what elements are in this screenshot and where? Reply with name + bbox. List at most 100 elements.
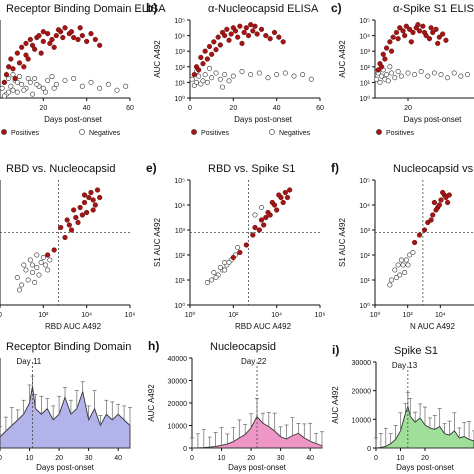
panel1-positive-point-18 bbox=[84, 38, 90, 45]
panel6-positive-point-9 bbox=[421, 227, 428, 233]
panel9-xtick-label-1: 10 bbox=[397, 455, 405, 462]
panel2-negative-point-8 bbox=[209, 75, 215, 81]
panel8-xtick-label-3: 30 bbox=[277, 455, 285, 462]
panel1-positive-point-34 bbox=[55, 27, 62, 33]
panel1-positive-point-20 bbox=[92, 36, 98, 43]
panel4-xlabel: RBD AUC A492 bbox=[45, 322, 102, 331]
panel2-positive-point-27 bbox=[200, 61, 206, 67]
panel3-positive-point-28 bbox=[428, 25, 434, 31]
panel4-title: RBD vs. Nucleocapsid bbox=[6, 163, 115, 175]
panel1-legend-marker-1 bbox=[79, 129, 85, 135]
panel9-letter: i) bbox=[332, 343, 339, 357]
panel1-negative-point-9 bbox=[19, 81, 25, 87]
panel4-positive-point-13 bbox=[58, 224, 64, 231]
panel1-positive-point-7 bbox=[36, 32, 42, 39]
panel1-negative-point-21 bbox=[88, 79, 94, 85]
panel5-positive-point-9 bbox=[269, 199, 275, 206]
panel2-positive-point-18 bbox=[271, 29, 278, 36]
panel3-positive-point-17 bbox=[433, 26, 439, 32]
panel6-ytick-label-5: 10⁵ bbox=[359, 178, 370, 185]
panel4-positive-point-17 bbox=[64, 217, 70, 223]
panel8-annotation: Day 22 bbox=[241, 357, 267, 366]
panel6-positive-point-15 bbox=[412, 239, 418, 246]
panel5-letter: e) bbox=[146, 161, 157, 175]
panel1-positive-point-27 bbox=[51, 44, 57, 50]
panel3-negative-point-21 bbox=[464, 72, 470, 78]
panel8-xtick-label-1: 10 bbox=[218, 455, 226, 462]
panel5-positive-point-16 bbox=[237, 249, 243, 256]
panel3-negative-point-22 bbox=[387, 64, 393, 70]
panel3-positive-point-25 bbox=[408, 39, 414, 45]
panel3-positive-point-15 bbox=[426, 36, 433, 42]
panel1-negative-point-33 bbox=[34, 81, 40, 87]
panel1-positive-point-29 bbox=[12, 75, 18, 82]
panel8-xtick-label-4: 40 bbox=[306, 455, 314, 462]
panel3-negative-point-2 bbox=[377, 79, 383, 85]
panel2-positive-point-23 bbox=[226, 37, 232, 43]
panel8-ylabel: AUC A492 bbox=[147, 384, 156, 422]
panel4-positive-point-8 bbox=[88, 189, 94, 196]
panel2-positive-point-2 bbox=[202, 48, 208, 54]
panel3-letter: c) bbox=[331, 1, 342, 15]
panel5-ytick-label-1: 10¹ bbox=[175, 278, 186, 285]
panel1-xtick-label-1: 40 bbox=[83, 105, 91, 112]
panel2-positive-point-33 bbox=[248, 22, 254, 28]
panel7-annotation: Day 11 bbox=[17, 357, 42, 366]
panel2-legend-label-1: Negatives bbox=[279, 130, 311, 137]
panel2-legend-marker-1 bbox=[269, 129, 275, 135]
panel1-negative-point-0 bbox=[0, 85, 5, 91]
panel3-negative-point-17 bbox=[438, 72, 444, 78]
panel3-positive-point-19 bbox=[440, 31, 446, 37]
panel5-ytick-label-0: 10⁰ bbox=[174, 302, 185, 310]
panel2-positive-point-15 bbox=[258, 26, 265, 32]
panel3-negative-point-15 bbox=[425, 73, 431, 79]
panel9-area-fill bbox=[375, 404, 474, 449]
panel3-negative-point-19 bbox=[451, 70, 457, 76]
panel1-negative-point-31 bbox=[25, 76, 31, 82]
panel1-legend-label-1: Negatives bbox=[89, 130, 121, 137]
panel4-positive-point-19 bbox=[45, 252, 51, 258]
panel4-negative-point-12 bbox=[21, 262, 27, 268]
panel5-negative-point-13 bbox=[258, 205, 264, 211]
panel3-positive-point-31 bbox=[379, 64, 385, 70]
panel5-negative-point-8 bbox=[222, 259, 228, 265]
panel4-negative-point-5 bbox=[42, 262, 48, 268]
panel1-positive-point-37 bbox=[77, 25, 83, 31]
panel3-ytick-label-1: 10¹ bbox=[360, 80, 371, 87]
panel6-negative-point-0 bbox=[388, 277, 394, 283]
panel2-positive-point-29 bbox=[213, 47, 219, 53]
panel1-xlabel: Days post-onset bbox=[44, 115, 103, 124]
panel2-negative-point-7 bbox=[204, 79, 210, 85]
panel3-ytick-label-0: 10⁰ bbox=[359, 95, 370, 103]
panel6-xtick-label-0: 10⁰ bbox=[370, 311, 381, 319]
panel3-positive-point-21 bbox=[382, 56, 388, 62]
panel4-positive-point-7 bbox=[75, 219, 81, 226]
panel3-negative-point-18 bbox=[445, 75, 451, 81]
panel6-ytick-label-1: 10¹ bbox=[360, 278, 371, 285]
panel4-positive-point-20 bbox=[81, 192, 88, 198]
panel4-negative-point-13 bbox=[47, 257, 53, 263]
panel8-letter: h) bbox=[148, 339, 159, 353]
panel2-ylabel: AUC A492 bbox=[153, 40, 162, 78]
panel4-positive-point-3 bbox=[81, 199, 88, 206]
panel7-xtick-label-4: 40 bbox=[114, 455, 122, 462]
panel1-negative-point-3 bbox=[6, 76, 12, 82]
panel2-positive-point-25 bbox=[243, 25, 249, 31]
panel3-positive-point-12 bbox=[416, 28, 423, 34]
panel1-positive-point-5 bbox=[29, 42, 36, 48]
panel1-positive-point-4 bbox=[27, 36, 33, 43]
panel5-positive-point-18 bbox=[276, 192, 282, 198]
panel2-positive-point-4 bbox=[211, 39, 217, 45]
panel5-negative-point-11 bbox=[211, 269, 217, 275]
panel3-positive-point-27 bbox=[421, 29, 428, 36]
panel6-ytick-label-4: 10⁴ bbox=[359, 203, 370, 210]
panel2-ytick-label-3: 10³ bbox=[175, 49, 186, 56]
panel4-positive-point-12 bbox=[62, 234, 68, 241]
panel6-positive-point-7 bbox=[440, 189, 446, 196]
panel3-positive-point-13 bbox=[420, 23, 426, 29]
panel1-positive-point-19 bbox=[88, 31, 94, 37]
panel3-ylabel: AUC A492 bbox=[338, 40, 347, 78]
panel6-negative-point-6 bbox=[393, 274, 399, 280]
panel3-negative-point-16 bbox=[431, 70, 437, 76]
